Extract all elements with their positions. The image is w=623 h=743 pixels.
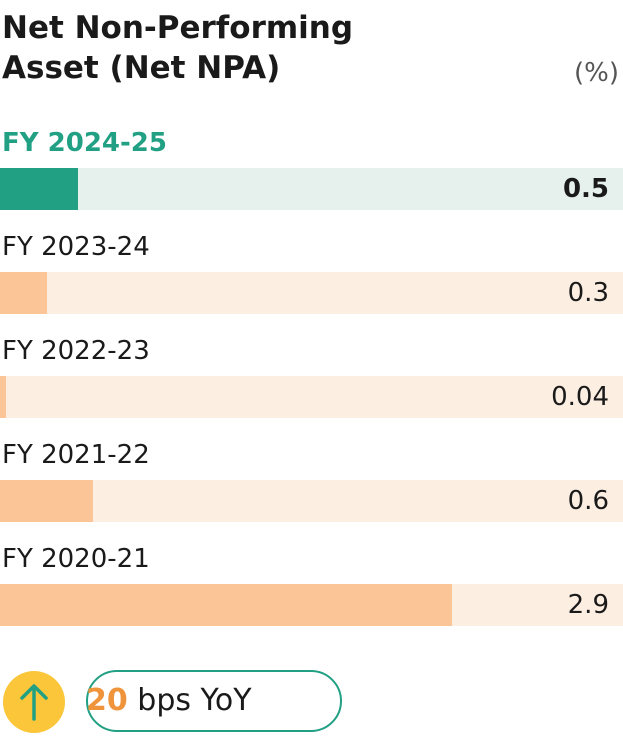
bar-track: 0.6 [0, 480, 623, 522]
value-label: 0.3 [567, 278, 609, 308]
bar [0, 376, 7, 418]
bar-row: FY 2020-21 2.9 [0, 542, 623, 632]
unit-label: (%) [574, 58, 619, 88]
bar-track: 0.04 [0, 376, 623, 418]
arrow-up-icon [3, 671, 65, 733]
value-label: 0.04 [551, 382, 609, 412]
bar [0, 272, 47, 314]
yoy-badge [86, 670, 342, 732]
category-label: FY 2024-25 [2, 128, 167, 158]
bar-row: FY 2024-25 0.5 [0, 126, 623, 216]
bar-row: FY 2022-23 0.04 [0, 334, 623, 424]
chart-title: Net Non-Performing Asset (Net NPA) [2, 10, 354, 86]
bar-row: FY 2023-24 0.3 [0, 230, 623, 320]
category-label: FY 2022-23 [2, 336, 150, 366]
category-label: FY 2023-24 [2, 232, 150, 262]
yoy-label: bps YoY [137, 683, 252, 718]
yoy-number: 20 [86, 683, 128, 718]
yoy-badge-text: 20 bps YoY [86, 670, 252, 732]
bar [0, 480, 94, 522]
bar-row: FY 2021-22 0.6 [0, 438, 623, 528]
category-label: FY 2020-21 [2, 544, 150, 574]
bar-track: 0.5 [0, 168, 623, 210]
bar [0, 168, 78, 210]
value-label: 0.6 [567, 486, 609, 516]
bar [0, 584, 452, 626]
category-label: FY 2021-22 [2, 440, 150, 470]
value-label: 2.9 [567, 590, 609, 620]
value-label: 0.5 [562, 174, 609, 204]
bar-track: 2.9 [0, 584, 623, 626]
bar-track: 0.3 [0, 272, 623, 314]
